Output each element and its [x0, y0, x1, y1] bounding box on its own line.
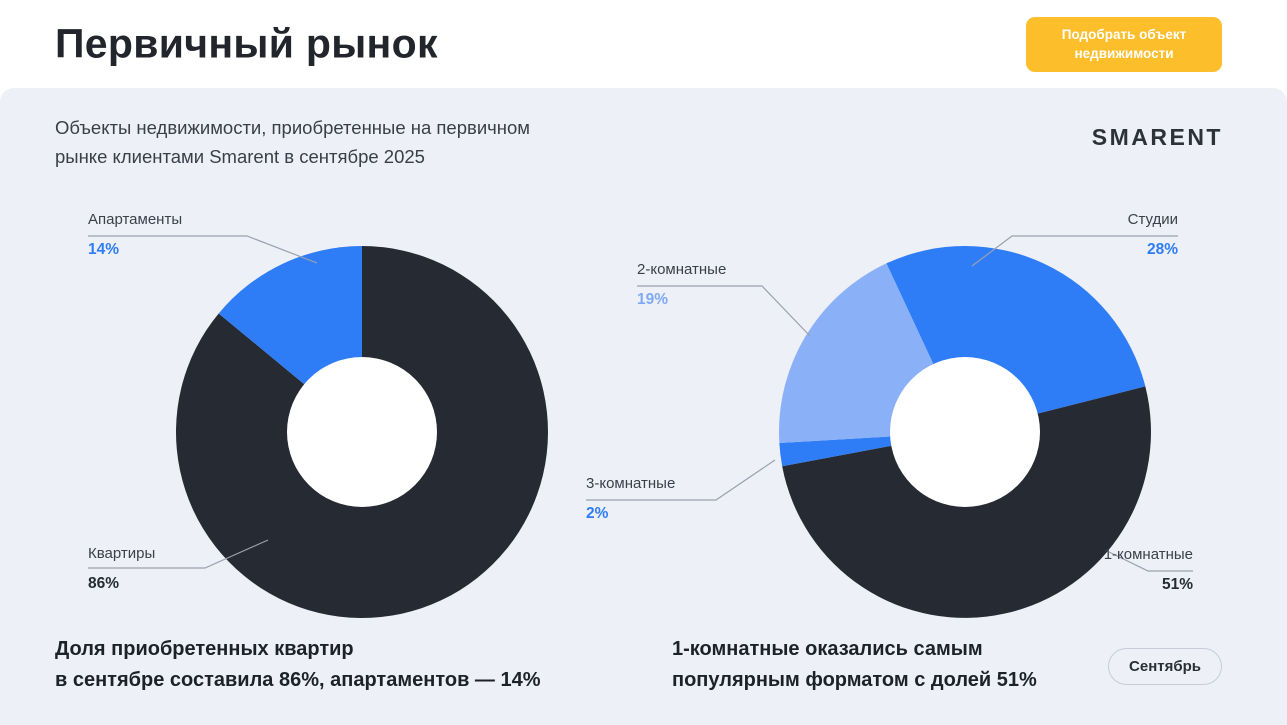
- header: Первичный рынок Подобрать объект недвижи…: [0, 0, 1287, 88]
- caption-right-line2: популярным форматом с долей 51%: [672, 669, 1037, 691]
- cta-label-line1: Подобрать объект: [1061, 26, 1187, 42]
- caption-left: Доля приобретенных квартир в сентябре со…: [55, 634, 541, 696]
- subtitle-line1: Объекты недвижимости, приобретенные на п…: [55, 117, 531, 138]
- subtitle: Объекты недвижимости, приобретенные на п…: [55, 114, 530, 171]
- caption-right: 1-комнатные оказались самым популярным ф…: [672, 634, 1037, 696]
- brand-logo: SMARENT: [1091, 124, 1223, 150]
- callout-percent: 19%: [637, 291, 669, 308]
- cta-label-line2: недвижимости: [1074, 45, 1174, 61]
- callout-percent: 14%: [88, 241, 120, 258]
- callout-percent: 86%: [88, 575, 120, 592]
- callout-percent: 28%: [1146, 241, 1178, 258]
- callout-label: 3-комнатные: [586, 475, 676, 492]
- donut-hole: [287, 357, 437, 507]
- callout-label: Квартиры: [88, 545, 156, 562]
- callout-apartments: Апартаменты 14%: [88, 211, 182, 259]
- callout-label: 2-комнатные: [637, 261, 727, 278]
- callout-kvartiry: Квартиры 86%: [88, 545, 155, 593]
- page-title: Первичный рынок: [55, 20, 438, 67]
- callout-2room: 2-комнатные 19%: [637, 261, 726, 309]
- donut-hole: [890, 357, 1040, 507]
- callout-label: Студии: [1127, 211, 1178, 228]
- callout-percent: 51%: [1161, 576, 1193, 593]
- callout-label: 1-комнатные: [1103, 546, 1193, 563]
- callout-1room: 1-комнатные 51%: [1104, 546, 1193, 594]
- caption-right-line1: 1-комнатные оказались самым: [672, 638, 983, 660]
- caption-left-line2: в сентябре составила 86%, апартаментов —…: [55, 669, 541, 691]
- donut-chart-market-types: [175, 246, 548, 618]
- donut-chart-room-formats: [779, 246, 1151, 618]
- period-badge[interactable]: Сентябрь: [1108, 648, 1222, 685]
- callout-3room: 3-комнатные 2%: [586, 475, 675, 523]
- select-property-button[interactable]: Подобрать объект недвижимости: [1026, 17, 1222, 72]
- subtitle-line2: рынке клиентами Smarent в сентябре 2025: [55, 145, 425, 167]
- callout-percent: 2%: [586, 505, 609, 522]
- callout-studios: Студии 28%: [1128, 211, 1178, 259]
- infographic-body: Объекты недвижимости, приобретенные на п…: [0, 88, 1287, 725]
- callout-label: Апартаменты: [88, 211, 183, 228]
- caption-left-line1: Доля приобретенных квартир: [55, 638, 354, 660]
